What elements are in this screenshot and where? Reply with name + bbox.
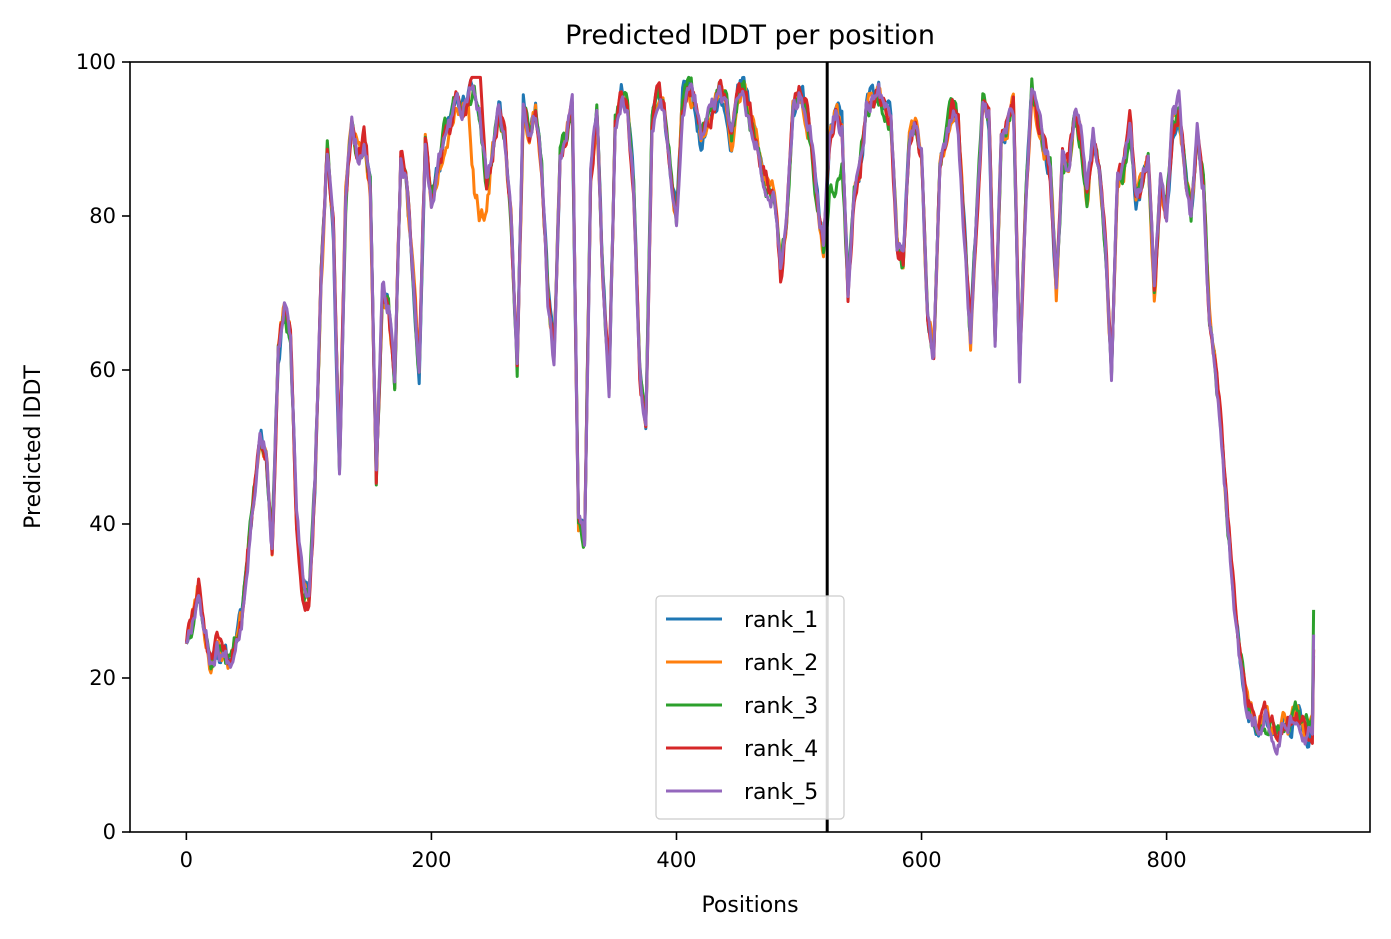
x-tick-label: 600 [901, 848, 941, 872]
chart-title: Predicted lDDT per position [565, 20, 935, 51]
x-tick-label: 0 [180, 848, 193, 872]
x-axis-label: Positions [701, 893, 798, 918]
legend-label-rank-3: rank_3 [744, 694, 818, 719]
x-axis-ticks: 0 200 400 600 800 [180, 832, 1187, 872]
legend-label-rank-4: rank_4 [744, 737, 818, 762]
y-tick-label: 20 [89, 666, 116, 690]
y-axis-label: Predicted lDDT [21, 365, 46, 529]
legend-label-rank-1: rank_1 [744, 608, 818, 633]
series-line-rank-5 [184, 82, 1316, 756]
series-layer [184, 75, 1316, 756]
legend-box [655, 595, 845, 820]
legend-label-rank-5: rank_5 [744, 780, 818, 805]
x-tick-label: 800 [1147, 848, 1187, 872]
y-tick-label: 60 [89, 358, 116, 382]
x-tick-label: 400 [656, 848, 696, 872]
plot-frame [129, 61, 1371, 833]
y-tick-label: 100 [76, 50, 116, 74]
legend: rank_1 rank_2 rank_3 rank_4 rank_5 [655, 595, 845, 820]
y-tick-label: 40 [89, 512, 116, 536]
x-tick-label: 200 [411, 848, 451, 872]
y-tick-label: 80 [89, 204, 116, 228]
y-tick-label: 0 [103, 820, 116, 844]
legend-label-rank-2: rank_2 [744, 651, 818, 676]
y-axis-ticks: 0 20 40 60 80 100 [76, 50, 130, 844]
